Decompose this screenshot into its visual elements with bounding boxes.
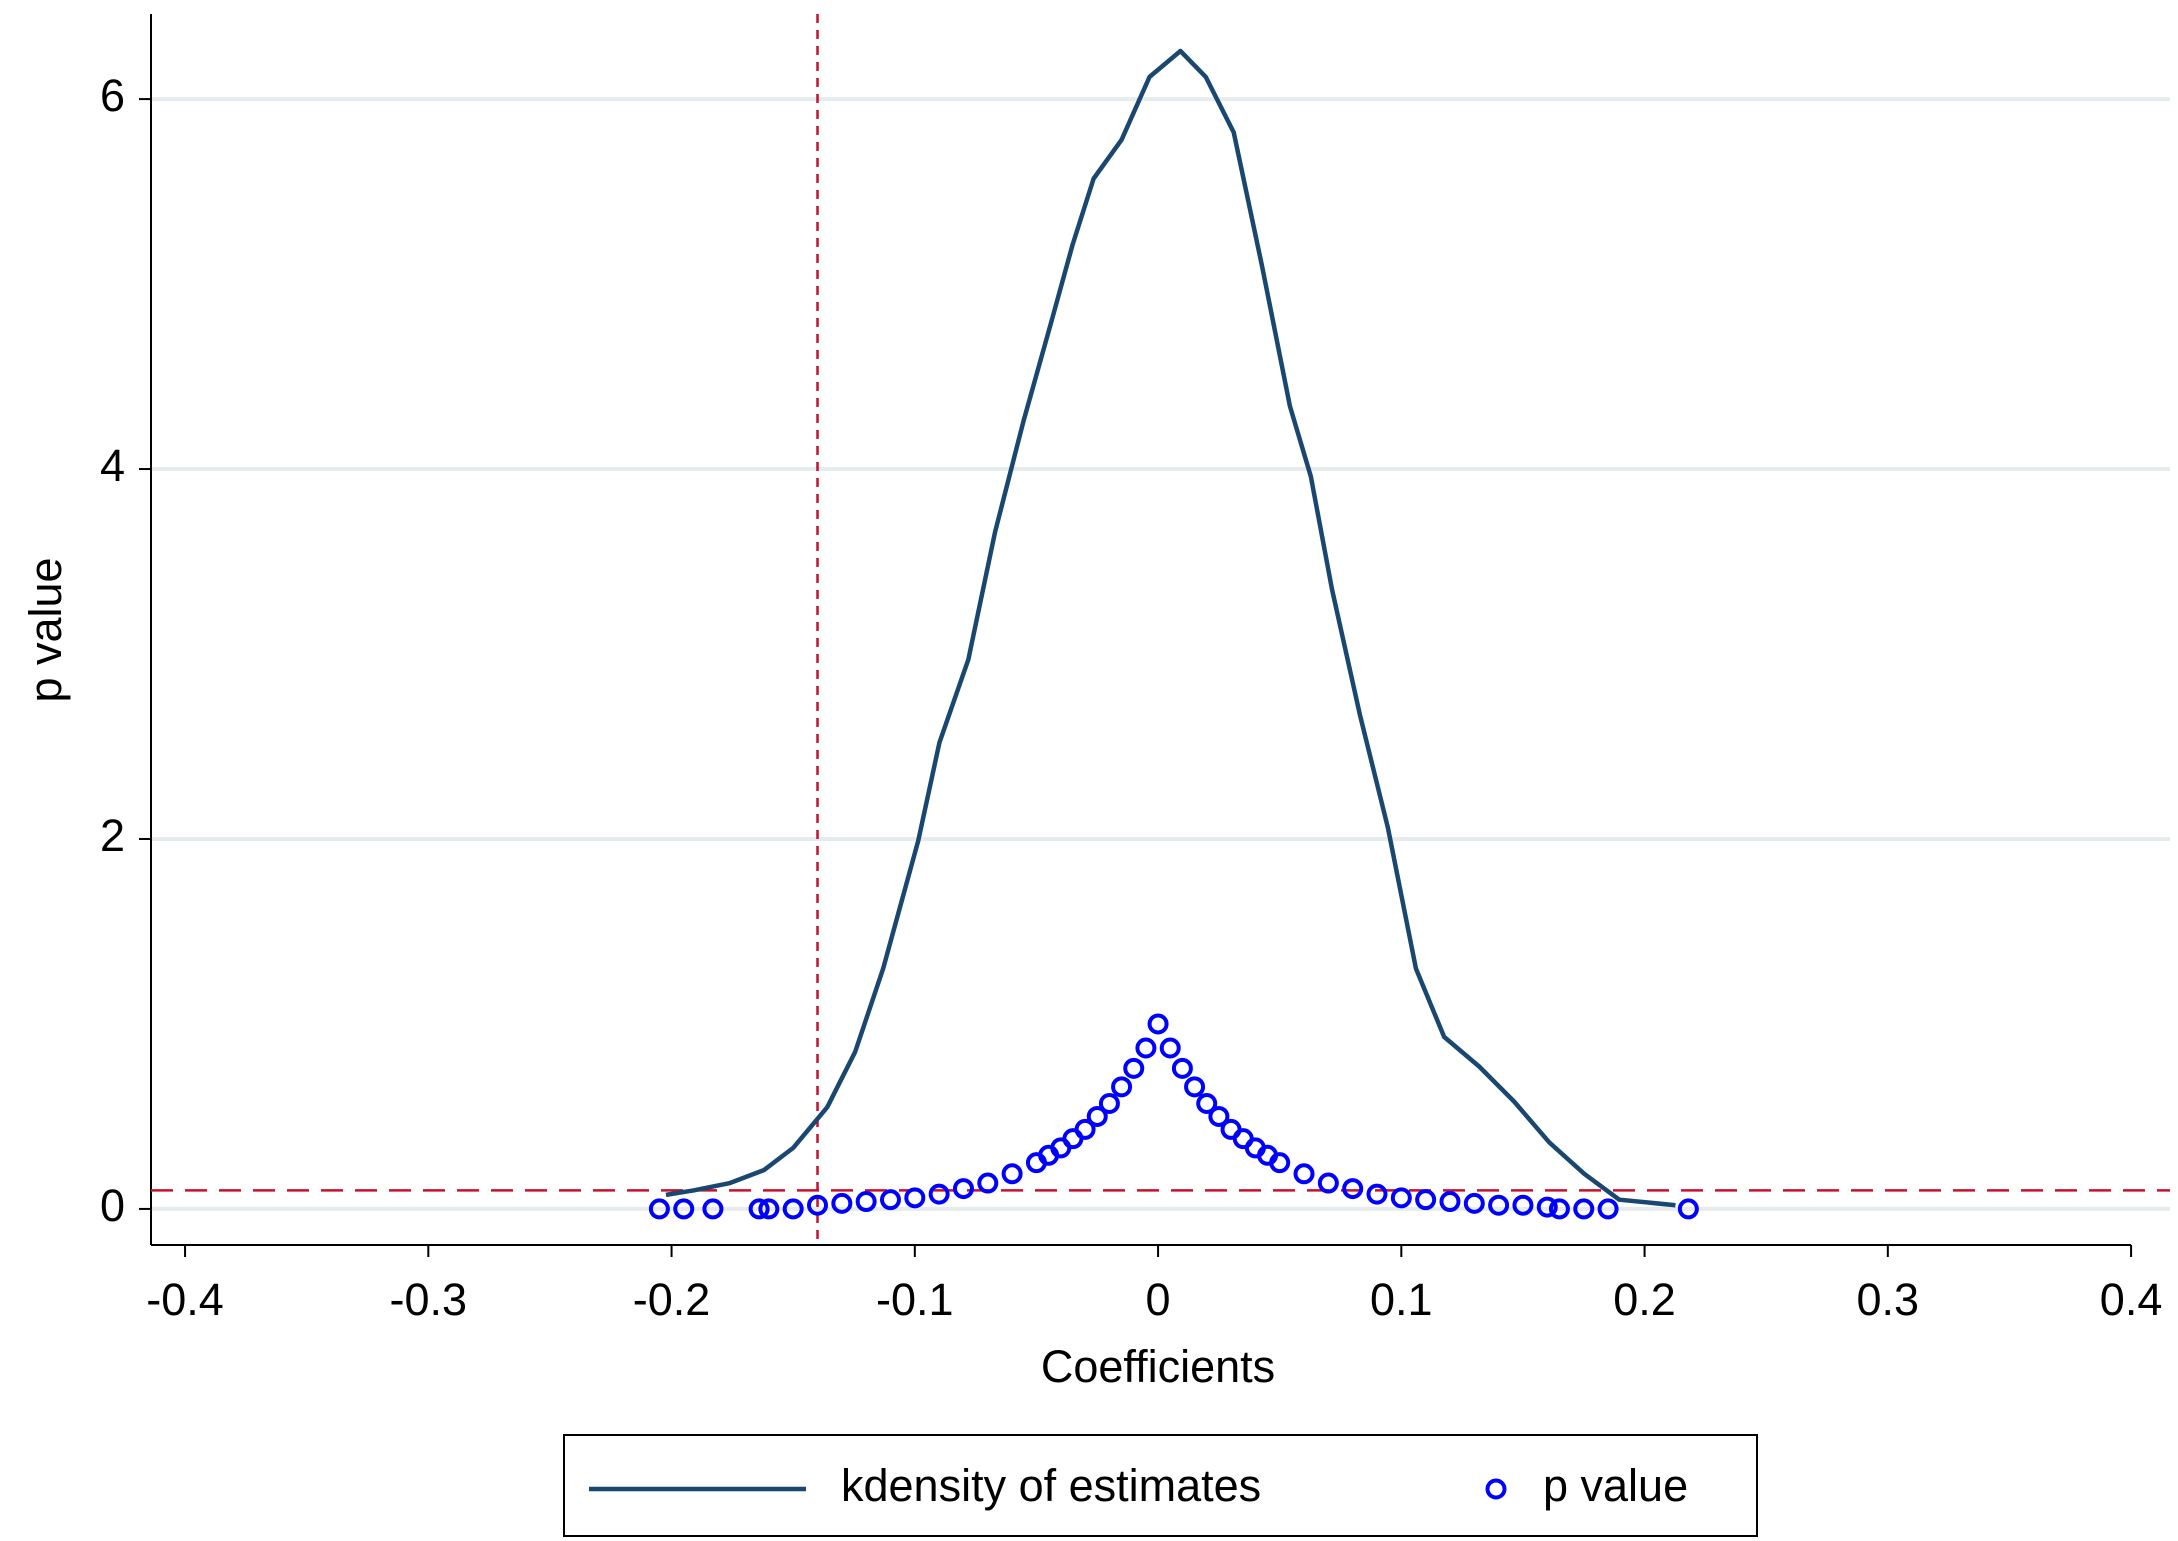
scatter-point [1488, 1194, 1510, 1216]
scatter-point [1573, 1198, 1595, 1220]
scatter-point [1317, 1172, 1339, 1194]
scatter-point [1196, 1092, 1218, 1114]
y-tick-label: 4 [100, 440, 125, 491]
scatter-point [1548, 1198, 1570, 1220]
scatter-point [1597, 1198, 1619, 1220]
x-tick-label: 0.4 [2100, 1274, 2163, 1325]
scatter-point [758, 1198, 780, 1220]
scatter-point [1086, 1105, 1108, 1127]
scatter-point [1184, 1076, 1206, 1098]
x-tick-label: 0.2 [1613, 1274, 1676, 1325]
x-tick-label: 0.3 [1857, 1274, 1920, 1325]
scatter-point [1135, 1037, 1157, 1059]
y-tick-label: 6 [100, 70, 125, 121]
scatter-point [1001, 1163, 1023, 1185]
scatter-point [1098, 1092, 1120, 1114]
scatter-point [855, 1191, 877, 1213]
scatter-point [1415, 1189, 1437, 1211]
y-tick-label: 2 [100, 810, 125, 861]
scatter-point [1342, 1178, 1364, 1200]
x-tick-label: 0.1 [1370, 1274, 1433, 1325]
scatter-point [782, 1198, 804, 1220]
scatter-point [1463, 1192, 1485, 1214]
scatter-point [1074, 1118, 1096, 1140]
x-axis-title: Coefficients [1041, 1341, 1275, 1392]
scatter-point [1208, 1105, 1230, 1127]
legend-label: kdensity of estimates [841, 1460, 1261, 1511]
scatter-point [1123, 1057, 1145, 1079]
scatter-point [1269, 1152, 1291, 1174]
x-tick-label: -0.4 [146, 1274, 224, 1325]
scatter-point [1147, 1013, 1169, 1035]
x-tick-label: -0.3 [390, 1274, 468, 1325]
legend-box [563, 1434, 1758, 1537]
scatter-point [648, 1198, 670, 1220]
scatter-point [1159, 1037, 1181, 1059]
scatter-point [879, 1189, 901, 1211]
scatter-point [748, 1198, 770, 1220]
scatter-point [807, 1194, 829, 1216]
scatter-point [1293, 1163, 1315, 1185]
x-tick-label: 0 [1146, 1274, 1171, 1325]
scatter-point [952, 1178, 974, 1200]
scatter-point [1512, 1194, 1534, 1216]
scatter-point [1390, 1187, 1412, 1209]
scatter-point [977, 1172, 999, 1194]
legend-marker [1485, 1478, 1507, 1500]
scatter-point [1677, 1198, 1699, 1220]
scatter-point [673, 1198, 695, 1220]
scatter-point [1439, 1191, 1461, 1213]
scatter-point [904, 1187, 926, 1209]
scatter-point [831, 1192, 853, 1214]
y-axis-title: p value [20, 557, 71, 702]
scatter-point [1366, 1183, 1388, 1205]
scatter-point [928, 1183, 950, 1205]
x-tick-label: -0.1 [876, 1274, 954, 1325]
scatter-point [702, 1198, 724, 1220]
x-tick-label: -0.2 [633, 1274, 711, 1325]
scatter-point [1536, 1196, 1558, 1218]
legend-label: p value [1543, 1460, 1688, 1511]
y-tick-label: 0 [100, 1180, 125, 1231]
scatter-point [1171, 1057, 1193, 1079]
density-line [665, 48, 1676, 1208]
scatter-point [1111, 1076, 1133, 1098]
